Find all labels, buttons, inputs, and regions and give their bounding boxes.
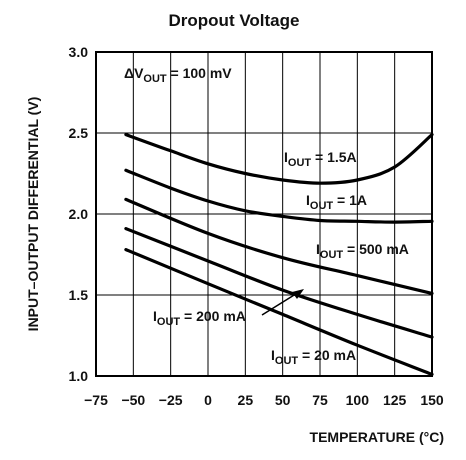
x-tick-label: −25	[159, 392, 183, 408]
x-tick-label: 50	[275, 392, 291, 408]
series-line-1a	[124, 168, 434, 224]
x-tick-label: 150	[420, 392, 444, 408]
curves	[124, 133, 434, 376]
series-label-prefix: I	[306, 192, 310, 208]
y-tick-label: 1.5	[69, 287, 89, 303]
series-label-suffix: = 500 mA	[343, 241, 409, 257]
leader-line-200ma	[261, 291, 300, 316]
series-label-500ma: IOUT = 500 mA	[316, 241, 409, 261]
x-axis-label: TEMPERATURE (°C)	[310, 429, 444, 445]
series-label-1-5a: IOUT = 1.5A	[284, 149, 357, 169]
condition-suffix: = 100 mV	[167, 65, 233, 81]
y-tick-label: 3.0	[69, 44, 89, 60]
y-tick-label: 1.0	[69, 368, 89, 384]
series-label-prefix: I	[153, 308, 157, 324]
series-label-prefix: I	[284, 149, 288, 165]
series-label-suffix: = 1A	[333, 192, 367, 208]
x-tick-label: 100	[346, 392, 370, 408]
x-tick-label: −75	[84, 392, 108, 408]
series-label-sub: OUT	[157, 316, 181, 328]
condition-sub: OUT	[143, 73, 167, 85]
series-label-1a: IOUT = 1A	[306, 192, 367, 212]
plot-frame	[95, 51, 433, 377]
series-label-suffix: = 200 mA	[180, 308, 246, 324]
x-tick-label: 125	[383, 392, 407, 408]
grid	[96, 52, 432, 376]
x-tick-label: 75	[312, 392, 328, 408]
series-label-200ma: IOUT = 200 mA	[153, 308, 246, 328]
chart-title: Dropout Voltage	[169, 11, 300, 30]
x-tick-labels: −75 −50 −25 0 25 50 75 100 125 150	[84, 392, 444, 408]
series-label-sub: OUT	[320, 249, 344, 261]
series-label-sub: OUT	[288, 157, 312, 169]
series-label-prefix: I	[271, 347, 275, 363]
series-line-500ma	[124, 197, 434, 295]
condition-prefix: ΔV	[124, 65, 144, 81]
x-tick-label: 0	[204, 392, 212, 408]
series-line-1-5a	[124, 133, 434, 185]
x-tick-label: −50	[121, 392, 145, 408]
series-line-200ma	[124, 227, 434, 339]
series-label-sub: OUT	[275, 355, 299, 367]
arrowhead-200ma	[292, 289, 304, 299]
series-label-20ma: IOUT = 20 mA	[271, 347, 356, 367]
series-label-suffix: = 20 mA	[298, 347, 356, 363]
series-label-prefix: I	[316, 241, 320, 257]
y-tick-labels: 1.0 1.5 2.0 2.5 3.0	[69, 44, 89, 384]
series-label-suffix: = 1.5A	[311, 149, 357, 165]
y-axis-label: INPUT–OUTPUT DIFFERENTIAL (V)	[25, 97, 41, 332]
series-line-20ma	[124, 248, 434, 376]
y-tick-label: 2.0	[69, 206, 89, 222]
condition-label: ΔVOUT = 100 mV	[124, 65, 232, 85]
series-label-sub: OUT	[310, 200, 334, 212]
y-tick-label: 2.5	[69, 125, 89, 141]
x-tick-label: 25	[238, 392, 254, 408]
